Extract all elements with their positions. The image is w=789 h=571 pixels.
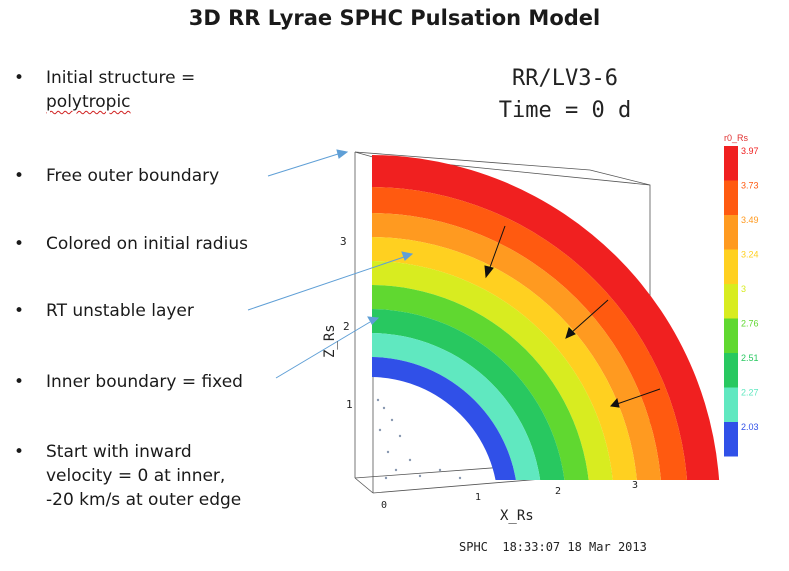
z-tick-2: 2: [343, 320, 350, 333]
x-tick-2: 2: [555, 486, 561, 497]
callout-arrows: [247, 149, 414, 379]
z-tick-1: 1: [346, 398, 353, 411]
time-header: Time = 0 d: [498, 98, 632, 123]
x-axis-label: X_Rs: [500, 508, 534, 524]
colorbar-label: 2.76: [741, 319, 759, 329]
colorbar-segment: [724, 284, 738, 319]
x-tick-3: 3: [632, 480, 638, 491]
colorbar-segment: [724, 146, 738, 181]
z-axis-label: Z_Rs: [322, 324, 338, 358]
scatter-points: [376, 398, 462, 480]
colorbar-label: 2.27: [741, 388, 759, 398]
colorbar-label: 3.24: [741, 250, 759, 260]
colorbar-label: 3.97: [741, 146, 759, 156]
colorbar-label: 3: [741, 284, 746, 294]
shell-ring: [372, 357, 516, 480]
z-tick-3: 3: [340, 235, 347, 248]
colorbar-segment: [724, 180, 738, 215]
x-tick-0: 0: [381, 500, 387, 511]
colorbar: 3.97 3.73 3.49 3.24 3 2.76 2.51 2.27 2.03: [724, 146, 759, 457]
colorbar-segment: [724, 318, 738, 353]
slide-title: 3D RR Lyrae SPHC Pulsation Model: [188, 6, 601, 30]
x-axis-ticks: 0 1 2 3: [381, 480, 638, 511]
x-tick-1: 1: [475, 492, 481, 503]
colorbar-label: 2.51: [741, 353, 759, 363]
shell-ring: [372, 285, 589, 480]
velocity-arrows: [484, 225, 661, 408]
shell-ring: [372, 261, 613, 480]
colorbar-segment: [724, 387, 738, 422]
shell-ring: [372, 155, 720, 480]
model-name-header: RR/LV3-6: [512, 66, 618, 91]
colorbar-segment: [724, 422, 738, 457]
colorbar-segment: [724, 249, 738, 284]
colorbar-title: r0_Rs: [724, 133, 749, 143]
shell-ring: [372, 333, 541, 480]
shell-ring: [372, 187, 687, 480]
colorbar-segment: [724, 353, 738, 388]
colorbar-label: 2.03: [741, 422, 759, 432]
colorbar-segment: [724, 215, 738, 250]
underlined-word: polytropic: [46, 92, 131, 112]
shell-ring: [372, 309, 565, 480]
colorbar-label: 3.49: [741, 215, 759, 225]
shell-ring: [372, 213, 661, 480]
shell-ring: [372, 237, 637, 480]
z-axis-ticks: 3 2 1: [340, 235, 353, 411]
colorbar-label: 3.73: [741, 181, 759, 191]
quarter-shell-rings: [372, 155, 720, 480]
footer-timestamp: SPHC 18:33:07 18 Mar 2013: [459, 540, 647, 554]
